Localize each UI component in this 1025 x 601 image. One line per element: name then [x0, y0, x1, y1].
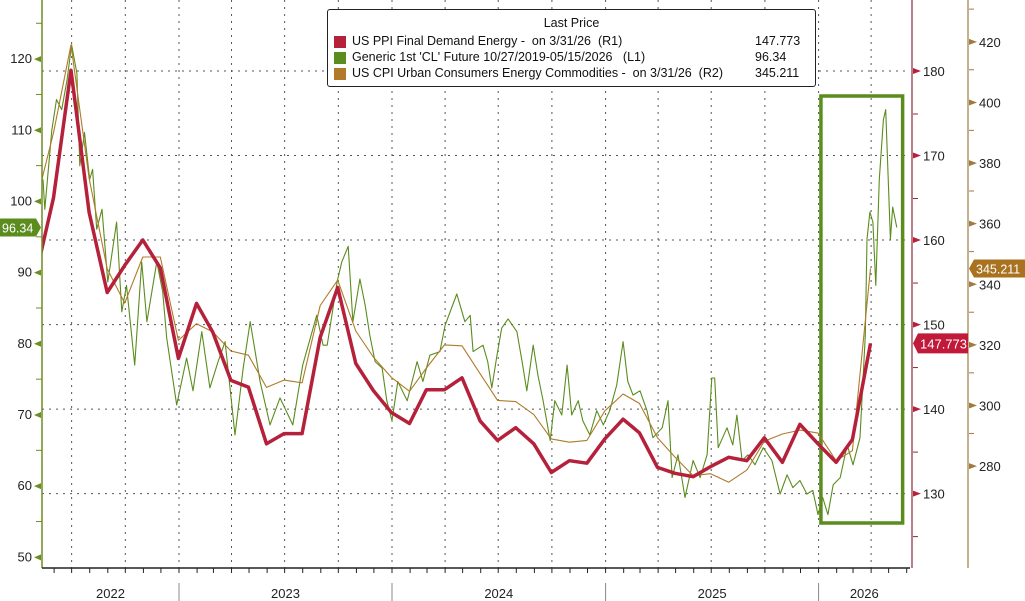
y-tick-r1: [913, 68, 921, 74]
legend-swatch: [334, 36, 346, 48]
x-year-label: 2022: [96, 586, 125, 601]
y-tick-left: [34, 411, 41, 418]
y-tick-label-r1: 160: [923, 233, 945, 248]
y-tick-r2: [969, 341, 977, 348]
legend-label: US CPI Urban Consumers Energy Commoditie…: [352, 66, 723, 80]
y-tick-label-r2: 420: [979, 35, 1001, 50]
y-tick-r2: [969, 38, 977, 45]
y-tick-left: [34, 198, 41, 205]
y-tick-left: [34, 554, 41, 561]
legend-label: Generic 1st 'CL' Future 10/27/2019-05/15…: [352, 50, 646, 64]
y-tick-left: [34, 269, 41, 276]
y-tick-label-r2: 400: [979, 95, 1001, 110]
y-tick-label-r1: 170: [923, 149, 945, 164]
y-tick-label-left: 70: [18, 407, 32, 422]
y-tick-r2: [969, 99, 977, 106]
last-value-badge-r2: [969, 259, 1025, 278]
y-tick-r2: [969, 463, 977, 470]
y-tick-label-left: 120: [10, 51, 32, 66]
legend-label: US PPI Final Demand Energy - on 3/31/26 …: [352, 34, 623, 48]
plot-area: [42, 44, 898, 516]
y-tick-label-left: 80: [18, 336, 32, 351]
y-tick-left: [34, 483, 41, 490]
y-tick-label-r1: 150: [923, 318, 945, 333]
y-tick-r1: [913, 152, 921, 159]
last-value-badge-r1: [913, 333, 968, 354]
y-tick-label-r2: 360: [979, 217, 1001, 232]
y-tick-label-r2: 300: [979, 399, 1001, 414]
legend-title: Last Price: [543, 16, 600, 30]
y-tick-r2: [969, 160, 977, 167]
y-tick-label-r2: 320: [979, 338, 1001, 353]
y-tick-left: [34, 340, 41, 347]
highlight-box: [819, 94, 905, 525]
legend-entry-ppi: US PPI Final Demand Energy - on 3/31/26 …: [334, 34, 809, 50]
x-year-label: 2024: [484, 586, 513, 601]
series-line-l1: [42, 44, 898, 516]
y-tick-label-r2: 280: [979, 459, 1001, 474]
y-tick-r1: [913, 237, 921, 244]
y-tick-r2: [969, 402, 977, 409]
y-tick-left: [34, 127, 41, 134]
x-year-label: 2025: [698, 586, 727, 601]
legend-entry-cpi: US CPI Urban Consumers Energy Commoditie…: [334, 66, 809, 82]
x-year-label: 2026: [850, 586, 879, 601]
y-tick-label-r1: 130: [923, 487, 945, 502]
last-value-label-r1: 147.773: [920, 336, 967, 351]
y-tick-label-left: 100: [10, 193, 32, 208]
legend-entry-cl: Generic 1st 'CL' Future 10/27/2019-05/15…: [334, 50, 809, 66]
legend-value: 96.34: [755, 50, 787, 64]
legend-swatch: [334, 68, 346, 80]
legend: Last Price US PPI Final Demand Energy - …: [327, 9, 816, 87]
y-tick-label-r2: 380: [979, 156, 1001, 171]
y-tick-label-r2: 340: [979, 277, 1001, 292]
y-tick-label-left: 90: [18, 265, 32, 280]
y-tick-label-left: 110: [11, 122, 32, 137]
y-tick-left: [34, 56, 41, 63]
series-line-r1: [42, 68, 873, 479]
y-tick-label-left: 50: [18, 549, 32, 564]
y-tick-label-left: 60: [18, 478, 32, 493]
last-value-badge-l1: [0, 218, 41, 237]
y-tick-r1: [913, 490, 921, 497]
series-line-r2: [42, 44, 872, 483]
legend-value: 345.211: [755, 66, 800, 80]
y-tick-label-r1: 140: [923, 402, 945, 417]
y-tick-r1: [913, 321, 921, 328]
last-value-label-l1: 96.34: [2, 221, 33, 235]
legend-swatch: [334, 52, 346, 64]
y-tick-label-r1: 180: [923, 64, 945, 79]
y-tick-r1: [913, 406, 921, 413]
legend-value: 147.773: [755, 34, 801, 48]
y-tick-r2: [969, 220, 977, 227]
last-value-label-r2: 345.211: [976, 263, 1020, 277]
y-tick-r2: [969, 281, 977, 288]
x-year-label: 2023: [271, 586, 300, 601]
